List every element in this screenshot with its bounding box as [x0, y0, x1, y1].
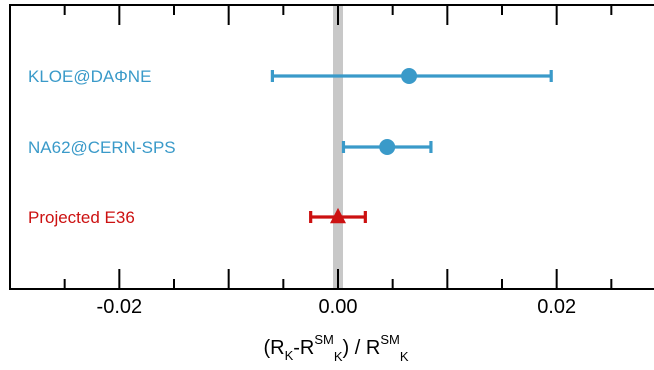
x-tick-label: 0.02 [537, 296, 576, 318]
series-layer: KLOE@DAΦNE NA62@CERN-SPS Projected E36 [28, 67, 553, 227]
data-series: NA62@CERN-SPS [28, 138, 433, 157]
x-tick-label: -0.02 [97, 296, 143, 318]
data-series: KLOE@DAΦNE [28, 67, 553, 86]
xlabel-dash: -R [293, 337, 314, 359]
xlabel-sub3: K [400, 349, 409, 364]
xlabel-open: (R [263, 337, 284, 359]
series-label: NA62@CERN-SPS [28, 138, 176, 157]
x-axis-title: (RK-RSMK) / RSMK [263, 332, 408, 364]
series-label: Projected E36 [28, 208, 135, 227]
data-point-circle [401, 68, 418, 84]
axis-ticks [63, 5, 613, 289]
series-label: KLOE@DAΦNE [28, 67, 151, 86]
xlabel-sub2: K [334, 349, 343, 364]
xlabel-sup3: SM [380, 332, 400, 347]
data-point-triangle [330, 207, 346, 224]
x-tick-label: 0.00 [319, 296, 358, 318]
x-tick-labels: -0.02 0.00 0.02 [97, 296, 577, 318]
xlabel-sup2: SM [314, 332, 334, 347]
xlabel-sub1: K [285, 348, 294, 363]
reference-line [333, 5, 343, 289]
data-series: Projected E36 [28, 207, 367, 227]
xlabel-mid: ) / R [343, 337, 381, 359]
data-point-circle [379, 139, 396, 155]
